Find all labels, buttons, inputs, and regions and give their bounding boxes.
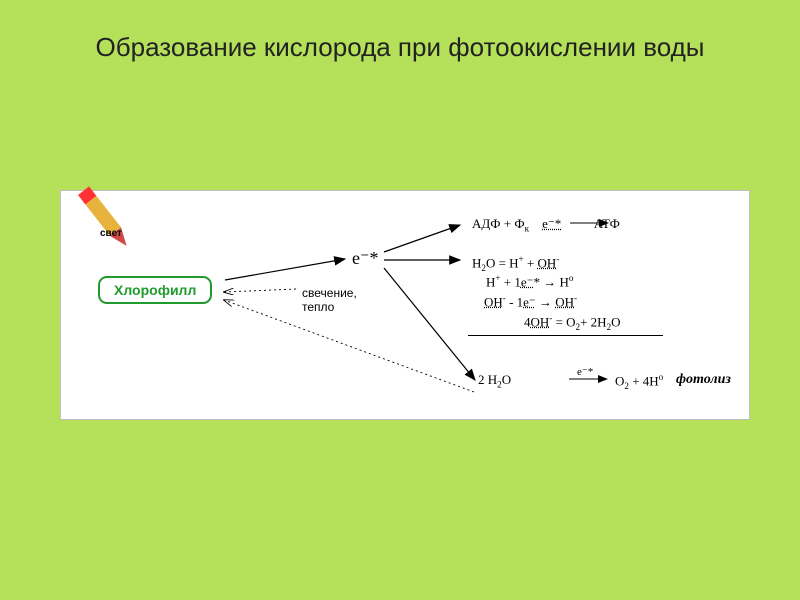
light-label: свет xyxy=(100,228,122,239)
glow-line-1: свечение, xyxy=(302,286,357,300)
electron-star-label: e⁻* xyxy=(352,248,379,269)
chlorophyll-text: Хлорофилл xyxy=(114,282,196,298)
equation-line-4: OH- - 1e⁻ → OH- xyxy=(484,293,577,310)
photolysis-label: фотолиз xyxy=(676,372,731,388)
equation-line-2: H2O = H+ + OH- xyxy=(472,254,559,273)
equation-line-3: H+ + 1e⁻* → Ho xyxy=(486,273,573,290)
equation-line-5: 4OH- = O2+ 2H2O xyxy=(524,313,621,332)
slide: Образование кислорода при фотоокислении … xyxy=(0,0,800,600)
chlorophyll-box: Хлорофилл xyxy=(98,276,212,304)
equation-line-1: АДФ + Фк e⁻* АТФ xyxy=(472,216,620,234)
slide-title: Образование кислорода при фотоокислении … xyxy=(0,32,800,63)
glow-line-2: тепло xyxy=(302,300,334,314)
equations-divider xyxy=(468,335,663,336)
glow-heat-label: свечение, тепло xyxy=(302,286,357,314)
summary-over-arrow: e⁻* xyxy=(577,365,593,378)
summary-left: 2 H2O xyxy=(478,372,511,390)
summary-right: O2 + 4Ho xyxy=(615,372,663,391)
